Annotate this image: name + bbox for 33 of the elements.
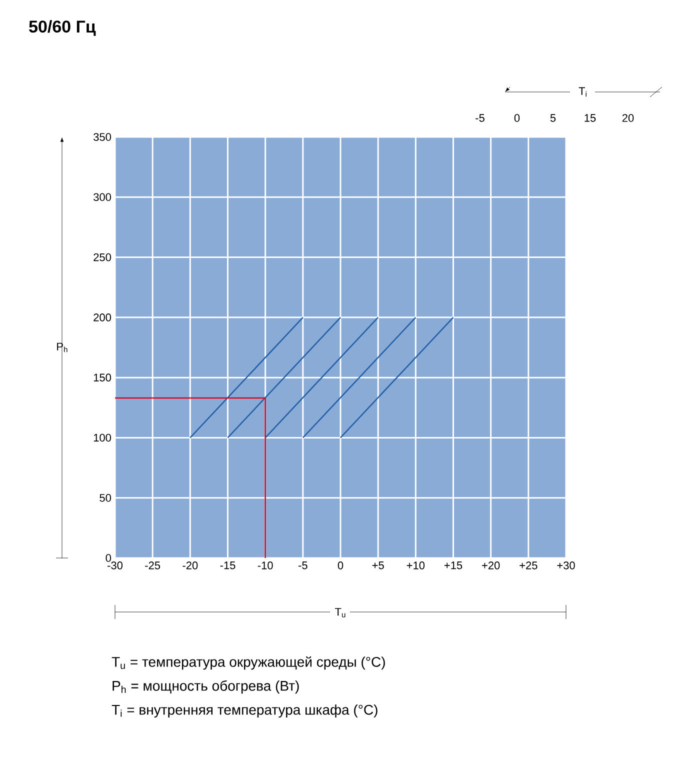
x-tick-label: +10 [406,562,425,570]
y-tick-label: 250 [94,253,112,262]
y-tick-label: 0 [106,554,112,562]
x-tick-label: 0 [338,562,344,570]
x-tick-label: -30 [108,562,123,570]
x-tick-label: +20 [482,562,500,570]
text: T$_{i}$ [578,87,586,97]
y-tick-label: 350 [94,133,112,141]
chart-title: 50/60 Гц [29,20,96,36]
y-tick-label: 300 [94,193,112,202]
x-tick-label: +5 [372,562,384,570]
text: -5 [476,114,484,122]
text: 20 [622,114,634,122]
text: 0 [514,114,520,122]
x-tick-label: -10 [258,562,273,570]
x-tick-label: -25 [145,562,160,570]
text: P$_{h}$ = мощность обогрева (Вт) [112,680,299,694]
text: 5 [550,114,556,122]
x-axis-title: T$_{u}$ [335,608,346,618]
y-tick-label: 100 [94,434,112,442]
x-tick-label: +25 [520,562,538,570]
text: T$_{u}$ = температура окружающей среды (°C) [112,656,385,670]
text: 15 [584,114,596,122]
y-tick-label: 150 [94,374,112,382]
y-tick-label: 200 [94,314,112,322]
x-tick-label: +15 [444,562,462,570]
text: T$_{i}$ = внутренняя температура шкафа (°C) [112,704,378,718]
x-tick-label: -5 [298,562,308,570]
x-tick-label: +30 [557,562,575,570]
x-tick-label: -20 [182,562,198,570]
y-tick-label: 50 [100,494,112,502]
x-tick-label: -15 [220,562,236,570]
y-axis-title: P$_{h}$ [57,342,68,352]
